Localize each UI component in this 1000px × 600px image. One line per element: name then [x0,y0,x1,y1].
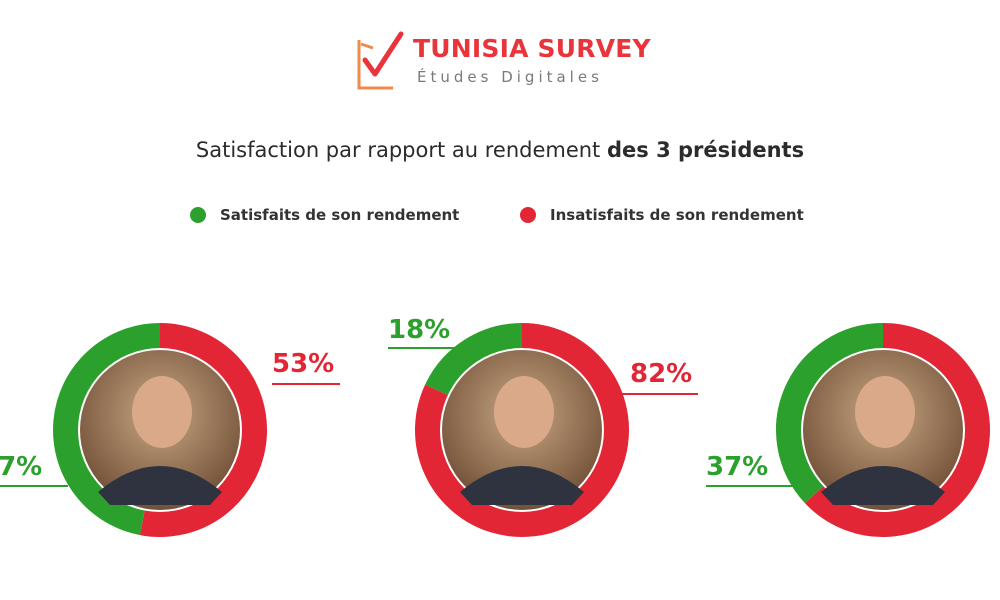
donut-chart-2: 82% 18% [388,315,698,537]
donut-chart-1: 53% 47% [0,323,340,537]
chart-title-regular: Satisfaction par rapport au rendement [195,138,607,162]
data-label-satisfied: 37% [706,452,768,482]
data-label-satisfied: 47% [0,452,42,482]
logo: TUNISIA SURVEY Études Digitales [355,30,655,92]
checkmark-logo-icon [357,31,404,90]
data-label-unsatisfied: 53% [272,349,334,379]
portrait-head [494,376,554,448]
donut-slice-unsatisfied [415,323,629,537]
donut-slice-satisfied [776,323,884,504]
data-label-satisfied: 18% [388,315,450,345]
data-label-unsatisfied: 82% [630,359,692,389]
legend-satisfied-label: Satisfaits de son rendement [220,206,460,224]
donut-slice-unsatisfied [805,323,990,537]
portrait-suit [98,466,222,505]
chart-title-bold: des 3 présidents [606,138,805,162]
donut-chart-3: 63%37% [706,323,990,537]
portrait-suit [821,466,945,505]
legend-unsatisfied-label: Insatisfaits de son rendement [550,206,804,224]
donut-slice-satisfied [53,323,161,536]
legend-unsatisfied: Insatisfaits de son rendement [520,204,804,226]
legend-satisfied-swatch [190,207,206,223]
legend-satisfied: Satisfaits de son rendement [190,204,459,226]
logo-subtitle: Études Digitales [417,68,603,86]
chart-title: Satisfaction par rapport au rendement de… [0,138,1000,162]
portrait-suit [460,466,584,505]
portrait-head [855,376,915,448]
legend-unsatisfied-swatch [520,207,536,223]
logo-title: TUNISIA SURVEY [413,34,651,63]
donut-slice-unsatisfied [139,323,267,537]
portrait-head [132,376,192,448]
donut-slice-satisfied [425,323,523,397]
